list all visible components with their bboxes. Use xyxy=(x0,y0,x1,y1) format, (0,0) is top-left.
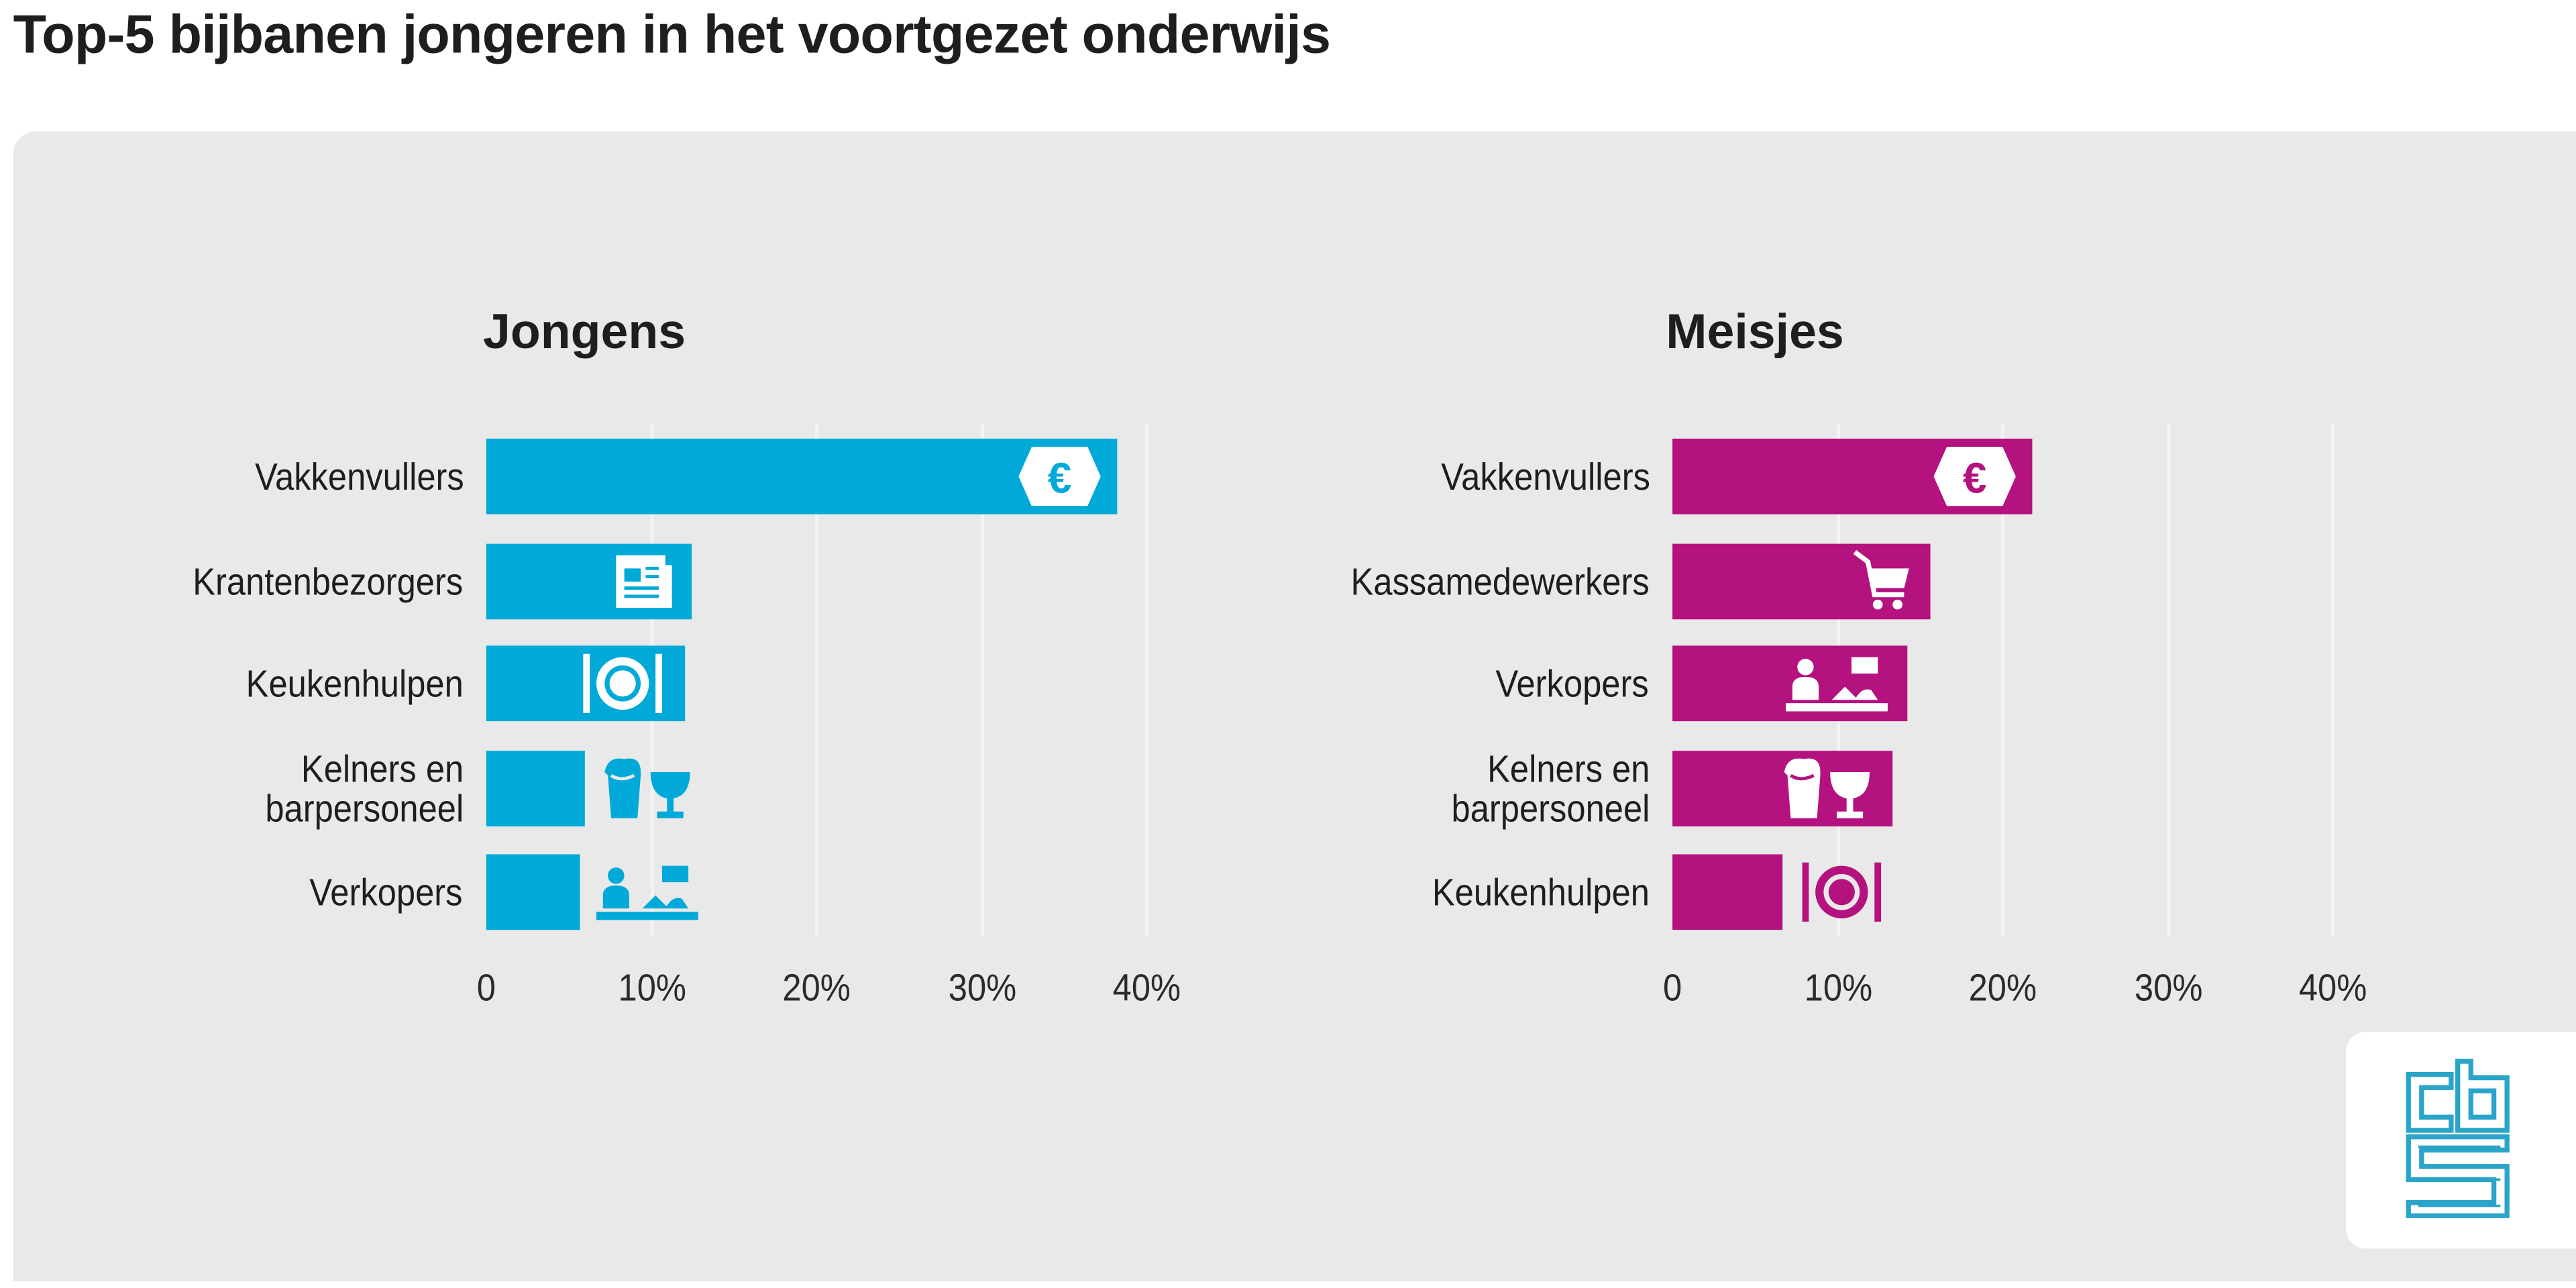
tick-label-0: 0 xyxy=(1662,966,1682,1009)
category-label-line: Krantenbezorgers xyxy=(193,560,464,603)
category-label: Krantenbezorgers xyxy=(193,562,464,602)
svg-text:€: € xyxy=(1048,455,1071,502)
seller-icon xyxy=(1782,651,1890,716)
category-label: Kassamedewerkers xyxy=(1351,562,1650,602)
chart-panel xyxy=(13,131,2576,1282)
category-label-line: barpersoneel xyxy=(264,787,464,830)
category-label: Kelners en barpersoneel xyxy=(1451,749,1650,828)
bar-meisjes-5 xyxy=(1672,854,1783,930)
tick-label-20: 20% xyxy=(782,966,851,1009)
gridline-30 xyxy=(2166,423,2169,936)
category-label: Vakkenvullers xyxy=(254,457,464,496)
category-label-line: Keukenhulpen xyxy=(1432,870,1650,914)
chart-title-meisjes: Meisjes xyxy=(1666,305,1844,360)
euro-icon: € xyxy=(1015,443,1101,509)
category-label-line: barpersoneel xyxy=(1450,787,1650,830)
tick-label-20: 20% xyxy=(1968,966,2037,1009)
category-label-line: Keukenhulpen xyxy=(246,661,464,705)
category-label-line: Vakkenvullers xyxy=(254,455,464,498)
gridline-30 xyxy=(979,423,983,936)
gridline-40 xyxy=(2331,423,2335,936)
svg-text:€: € xyxy=(1963,455,1986,502)
cart-icon xyxy=(1848,549,1914,614)
cbs-logo xyxy=(2346,1031,2576,1249)
category-label-line: Verkopers xyxy=(310,870,464,914)
cbs-logo-icon xyxy=(2406,1059,2510,1218)
bar-jongens-1 xyxy=(486,438,1118,515)
gridline-20 xyxy=(2000,423,2004,936)
category-label: Verkopers xyxy=(1497,663,1650,703)
category-label: Kelners en barpersoneel xyxy=(265,749,464,828)
category-label: Keukenhulpen xyxy=(1432,872,1650,912)
chart-title-jongens: Jongens xyxy=(483,305,686,360)
tick-label-10: 10% xyxy=(617,966,686,1009)
plate-cutlery-icon xyxy=(1796,859,1888,925)
category-label: Vakkenvullers xyxy=(1440,457,1650,496)
category-label-line: Verkopers xyxy=(1496,661,1650,705)
category-label-line: Kelners en xyxy=(1487,747,1650,790)
plate-cutlery-icon xyxy=(576,651,668,716)
euro-icon: € xyxy=(1931,443,2017,509)
tick-label-30: 30% xyxy=(2133,966,2202,1009)
page-title: Top-5 bijbanen jongeren in het voortgeze… xyxy=(13,3,1331,64)
category-label: Verkopers xyxy=(310,872,463,912)
bar-jongens-4 xyxy=(486,751,586,826)
category-label-line: Kassamedewerkers xyxy=(1350,560,1650,603)
drinks-icon xyxy=(1777,756,1876,822)
tick-label-40: 40% xyxy=(1112,966,1181,1009)
seller-icon xyxy=(594,859,702,925)
bar-jongens-5 xyxy=(486,854,581,930)
tick-label-40: 40% xyxy=(2298,966,2367,1009)
newspaper-icon xyxy=(609,549,675,614)
tick-label-0: 0 xyxy=(476,966,496,1009)
gridline-20 xyxy=(814,423,818,936)
category-label: Keukenhulpen xyxy=(246,663,463,703)
category-label-line: Kelners en xyxy=(301,747,464,790)
gridline-40 xyxy=(1144,423,1148,936)
tick-label-30: 30% xyxy=(947,966,1016,1009)
category-label-line: Vakkenvullers xyxy=(1440,455,1650,498)
drinks-icon xyxy=(598,756,697,822)
tick-label-10: 10% xyxy=(1803,966,1872,1009)
